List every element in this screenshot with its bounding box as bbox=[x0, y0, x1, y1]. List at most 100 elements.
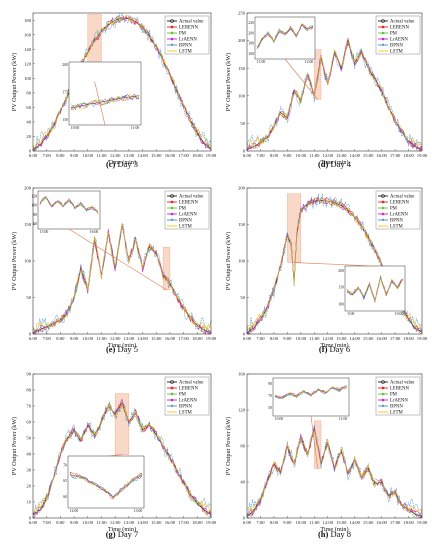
x-tick-label: 9:00 bbox=[283, 520, 292, 525]
x-tick-label: 16:00 bbox=[165, 520, 176, 525]
x-tick-label: 13:00 bbox=[124, 153, 135, 158]
inset-y-tick-label: 220 bbox=[248, 21, 254, 25]
x-tick-label: 15:00 bbox=[151, 336, 162, 341]
legend-label: LSTM bbox=[390, 50, 404, 55]
inset-x-tick-label: 11:00 bbox=[339, 417, 348, 421]
inset-frame bbox=[68, 61, 142, 126]
x-tick-label: 6:00 bbox=[243, 336, 252, 341]
inset-y-tick-label: 160 bbox=[248, 52, 254, 56]
inset-x-tick-label: 10:00 bbox=[275, 417, 284, 421]
x-tick-label: 18:00 bbox=[192, 336, 203, 341]
y-tick-label: 40 bbox=[26, 120, 31, 125]
caption-letter: (h) bbox=[318, 529, 329, 539]
y-tick-label: 50 bbox=[26, 436, 31, 441]
y-tick-label: 100 bbox=[238, 93, 246, 98]
series-line-bpnn bbox=[246, 44, 423, 150]
series-line-bpnn bbox=[246, 424, 423, 518]
panel-caption: (e) Day 5 bbox=[106, 344, 138, 354]
zoom-inset: 10:00 11:00 150 175 200 bbox=[62, 61, 142, 130]
legend-label: LSTM bbox=[179, 225, 193, 230]
y-tick-label: 160 bbox=[24, 32, 32, 37]
inset-series-line bbox=[39, 197, 99, 215]
legend-label: BPNN bbox=[390, 405, 403, 410]
plot-frame bbox=[246, 12, 423, 152]
panel-day-7: 6:00 7:00 8:00 9:00 10:00 11:00 12:00 13:00 14:0… bbox=[11, 372, 217, 539]
inset-y-tick-label: 180 bbox=[248, 42, 254, 46]
x-tick-label: 18:00 bbox=[192, 520, 203, 525]
x-tick-label: 14:00 bbox=[137, 336, 148, 341]
panel-day-4: 6:00 7:00 8:00 9:00 10:00 11:00 12:00 13:00 14:0… bbox=[225, 11, 428, 169]
legend-label: LERENN bbox=[390, 387, 409, 392]
legend-label: PM bbox=[179, 393, 187, 398]
x-tick-label: 15:00 bbox=[363, 153, 374, 158]
inset-y-tick-label: 150 bbox=[338, 286, 344, 290]
inset-series-line bbox=[69, 472, 143, 499]
x-tick-label: 9:00 bbox=[70, 520, 79, 525]
y-tick-label: 0 bbox=[29, 516, 32, 521]
caption-day: Day 6 bbox=[327, 344, 350, 354]
y-axis-label: PV Output Power (kW) bbox=[11, 53, 18, 112]
x-tick-label: 12:00 bbox=[110, 520, 121, 525]
series-line-bpnn bbox=[246, 193, 423, 334]
legend-label: Actual value bbox=[179, 381, 203, 386]
x-tick-label: 7:00 bbox=[43, 336, 52, 341]
x-tick-label: 12:00 bbox=[323, 153, 334, 158]
inset-series-line bbox=[257, 24, 314, 48]
x-tick-label: 7:00 bbox=[256, 520, 265, 525]
series-line-lerenn bbox=[246, 42, 423, 152]
y-tick-label: 150 bbox=[238, 222, 246, 227]
y-tick-label: 200 bbox=[238, 38, 246, 43]
legend-marker bbox=[381, 212, 385, 216]
inset-series-line bbox=[70, 93, 140, 110]
panel-day-5: 6:00 7:00 8:00 9:00 10:00 11:00 12:00 13:00 14:0… bbox=[11, 186, 217, 354]
legend-label: Actual value bbox=[390, 195, 414, 200]
legend-marker bbox=[170, 212, 174, 216]
legend-marker bbox=[170, 200, 174, 204]
x-tick-label: 10:00 bbox=[296, 336, 307, 341]
series-line-lraenn bbox=[33, 15, 212, 152]
y-tick-label: 0 bbox=[29, 149, 32, 154]
series-line-lstm bbox=[246, 430, 423, 516]
y-tick-label: 200 bbox=[24, 186, 32, 191]
panel-caption: (g) Day 7 bbox=[106, 529, 139, 539]
x-tick-label: 17:00 bbox=[390, 336, 401, 341]
x-tick-label: 9:00 bbox=[70, 336, 79, 341]
y-axis-label: PV Output Power (kW) bbox=[11, 417, 18, 476]
panel-caption: (d) Day 4 bbox=[318, 159, 352, 169]
x-tick-label: 13:00 bbox=[336, 336, 347, 341]
x-tick-label: 7:00 bbox=[256, 336, 265, 341]
legend-label: PM bbox=[179, 32, 187, 37]
x-tick-label: 19:00 bbox=[206, 153, 217, 158]
x-tick-label: 7:00 bbox=[43, 520, 52, 525]
x-tick-label: 19:00 bbox=[417, 520, 428, 525]
legend-label: Actual value bbox=[390, 381, 414, 386]
series-line-lerenn bbox=[32, 223, 212, 335]
inset-y-tick-label: 100 bbox=[338, 303, 344, 307]
x-tick-label: 8:00 bbox=[56, 153, 65, 158]
x-tick-label: 10:00 bbox=[83, 153, 94, 158]
x-tick-label: 9:00 bbox=[283, 336, 292, 341]
inset-series-line bbox=[70, 93, 140, 111]
inset-series-line bbox=[69, 473, 143, 499]
x-tick-label: 6:00 bbox=[29, 336, 38, 341]
inset-x-tick-label: 12:00 bbox=[305, 60, 314, 64]
legend-marker: × bbox=[382, 405, 385, 410]
x-tick-label: 16:00 bbox=[165, 153, 176, 158]
inset-y-tick-label: 70 bbox=[268, 394, 272, 398]
y-tick-label: 120 bbox=[238, 408, 246, 413]
y-axis-label: PV Output Power (kW) bbox=[225, 232, 232, 291]
x-tick-label: 12:00 bbox=[110, 153, 121, 158]
inset-y-tick-label: 150 bbox=[62, 118, 68, 122]
legend-label: BPNN bbox=[390, 219, 403, 224]
x-tick-label: 13:00 bbox=[336, 520, 347, 525]
series-line-lstm bbox=[32, 402, 212, 513]
inset-x-tick-label: 10:00 bbox=[71, 126, 80, 130]
x-tick-label: 10:00 bbox=[296, 520, 307, 525]
zoom-inset: 15:00 16:00 60 80 100 120 bbox=[31, 190, 101, 234]
y-tick-label: 160 bbox=[238, 372, 246, 377]
series-line-lstm bbox=[246, 41, 423, 147]
inset-y-tick-label: 200 bbox=[62, 63, 68, 67]
